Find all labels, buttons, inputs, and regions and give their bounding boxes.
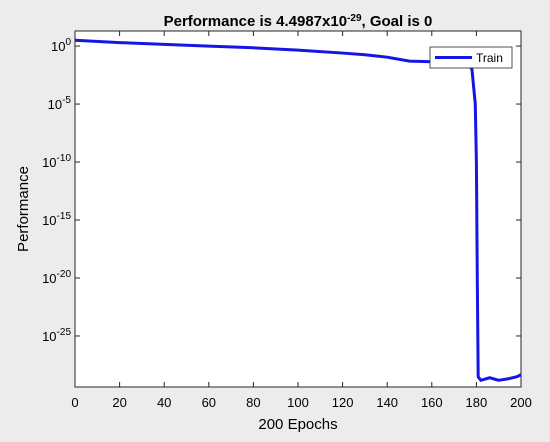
y-tick-base: 10 (48, 97, 62, 112)
x-axis-label: 200 Epochs (258, 416, 337, 433)
x-tick-label: 20 (112, 395, 126, 410)
chart-title: Performance is 4.4987x10-29, Goal is 0 (164, 13, 433, 31)
chart-title-prefix: Performance is 4.4987x10 (164, 13, 347, 30)
y-tick-label: 10-10 (42, 153, 71, 170)
y-tick-base: 10 (42, 155, 56, 170)
y-tick-exponent: -15 (57, 211, 72, 222)
x-tick-label: 60 (202, 395, 216, 410)
y-tick-base: 10 (42, 213, 56, 228)
y-tick-label: 10-5 (48, 95, 72, 112)
y-tick-label: 10-15 (42, 211, 71, 228)
legend: Train (429, 46, 513, 69)
y-tick-base: 10 (51, 39, 65, 54)
legend-label-train: Train (476, 51, 503, 65)
chart-title-exponent: -29 (347, 13, 362, 24)
y-tick-label: 10-20 (42, 269, 71, 286)
y-tick-label: 100 (51, 37, 71, 54)
chart-title-suffix: , Goal is 0 (362, 13, 433, 30)
y-axis-label: Performance (15, 166, 32, 252)
plot-area (74, 30, 522, 388)
y-tick-exponent: -25 (57, 327, 72, 338)
y-tick-base: 10 (42, 271, 56, 286)
x-tick-label: 120 (332, 395, 354, 410)
x-axis: 0 20 40 60 80 100 120 140 160 180 200 (71, 31, 532, 410)
x-tick-label: 100 (287, 395, 309, 410)
y-tick-exponent: -10 (57, 153, 72, 164)
x-tick-label: 0 (71, 395, 78, 410)
y-tick-exponent: -5 (62, 95, 71, 106)
y-tick-exponent: -20 (57, 269, 72, 280)
x-tick-label: 40 (157, 395, 171, 410)
x-tick-label: 80 (246, 395, 260, 410)
y-tick-label: 10-25 (42, 327, 71, 344)
x-tick-label: 160 (421, 395, 443, 410)
x-tick-label: 140 (376, 395, 398, 410)
x-tick-label: 200 (510, 395, 532, 410)
y-tick-base: 10 (42, 329, 56, 344)
y-tick-exponent: 0 (65, 37, 71, 48)
x-tick-label: 180 (466, 395, 488, 410)
